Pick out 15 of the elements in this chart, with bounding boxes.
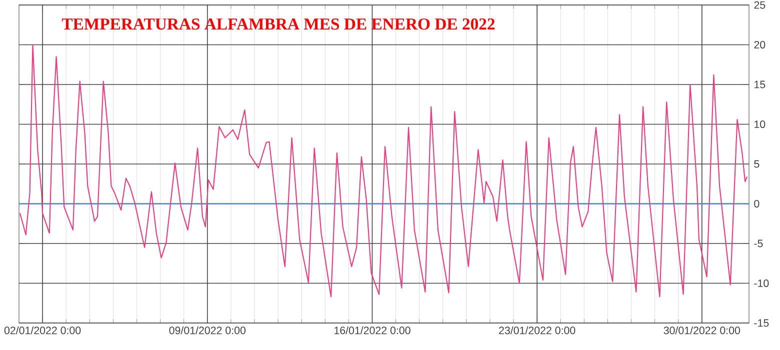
line-series (19, 44, 748, 298)
y-tick-label: 10 (754, 120, 766, 128)
y-tick-label: -10 (754, 279, 769, 288)
y-tick-label: 15 (754, 80, 766, 88)
y-tick-label: 0 (754, 200, 760, 208)
y-tick-label: 20 (754, 40, 766, 49)
x-tick-label: 16/01/2022 0:00 (334, 326, 410, 334)
y-tick-label: 25 (754, 1, 766, 9)
x-tick-label: 30/01/2022 0:00 (664, 326, 740, 334)
y-tick-label: -15 (754, 319, 769, 327)
y-tick-label: 5 (754, 160, 760, 168)
x-tick-label: 23/01/2022 0:00 (499, 326, 576, 334)
x-tick-label: 09/01/2022 0:00 (169, 326, 246, 334)
y-tick-label: -5 (754, 240, 763, 248)
x-tick-label: 02/01/2022 0:00 (4, 326, 81, 334)
